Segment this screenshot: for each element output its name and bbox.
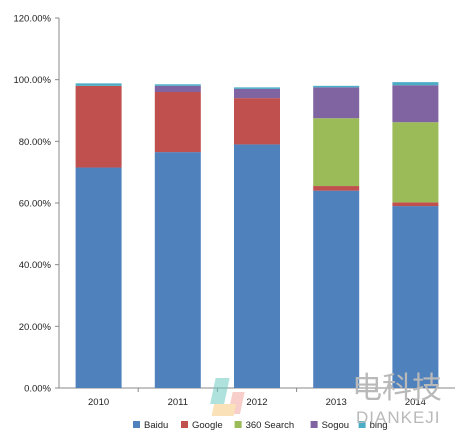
bar-segment-google-2011 — [154, 92, 201, 153]
y-tick-label: 40.00% — [19, 260, 52, 271]
bar-segment-baidu-2010 — [75, 167, 122, 388]
bar-segment-google-2012 — [234, 98, 280, 145]
x-tick-label: 2010 — [88, 397, 109, 408]
bar-segment-sogou-2011 — [154, 85, 201, 92]
legend-swatch-google — [181, 421, 188, 428]
legend-label-360-search: 360 Search — [246, 420, 295, 431]
x-tick-label: 2012 — [246, 397, 267, 408]
chart-legend: Baidu Google 360 Search Sogou bing — [133, 420, 388, 431]
bar-segment-sogou-2012 — [234, 88, 280, 99]
y-tick-label: 0.00% — [24, 384, 51, 395]
bar-segment-bing-2014 — [392, 82, 439, 86]
chart-bars — [75, 82, 439, 388]
x-tick-label: 2013 — [326, 397, 347, 408]
legend-swatch-sogou — [310, 421, 318, 428]
legend-swatch-bing — [358, 421, 366, 428]
bar-segment-baidu-2014 — [392, 206, 439, 388]
legend-label-bing: bing — [370, 420, 388, 431]
y-tick-label: 100.00% — [13, 75, 51, 86]
y-tick-label: 20.00% — [19, 322, 52, 333]
bar-segment-google-2010 — [75, 85, 122, 168]
legend-swatch-baidu — [133, 421, 140, 428]
bar-segment-baidu-2011 — [154, 152, 201, 388]
bar-segment-sogou-2013 — [313, 87, 360, 119]
bar-segment-bing-2012 — [234, 87, 280, 89]
legend-label-google: Google — [192, 420, 223, 431]
legend-label-baidu: Baidu — [144, 420, 168, 431]
legend-label-sogou: Sogou — [322, 420, 349, 431]
bar-segment-bing-2013 — [313, 85, 360, 88]
x-tick-label: 2011 — [168, 397, 188, 408]
x-tick-label: 2014 — [405, 397, 426, 408]
bar-segment-google-2013 — [313, 186, 360, 191]
bar-segment-bing-2011 — [154, 84, 201, 86]
y-axis-tick-labels: 0.00% 20.00% 40.00% 60.00% 80.00% 100.00% 120.… — [13, 14, 51, 395]
bar-segment-360-search-2014 — [392, 122, 439, 203]
dianke-watermark: 电科技 DIANKEJI — [210, 371, 442, 427]
bar-segment-bing-2010 — [75, 83, 122, 86]
bar-segment-360-search-2013 — [313, 118, 360, 187]
watermark-chinese-text: 电科技 — [352, 371, 442, 406]
x-axis-tick-labels: 2010 2011 2012 2013 2014 — [88, 397, 426, 408]
y-tick-label: 80.00% — [19, 137, 52, 148]
bar-segment-sogou-2014 — [392, 85, 439, 123]
y-tick-label: 60.00% — [19, 199, 52, 210]
bar-segment-baidu-2012 — [234, 144, 280, 388]
watermark-logo-icon — [210, 378, 245, 416]
watermark-latin-text: DIANKEJI — [356, 408, 441, 427]
bar-segment-google-2014 — [392, 202, 439, 207]
legend-swatch-360-search — [234, 421, 242, 428]
y-tick-label: 120.00% — [13, 14, 51, 25]
bar-segment-baidu-2013 — [313, 190, 360, 388]
